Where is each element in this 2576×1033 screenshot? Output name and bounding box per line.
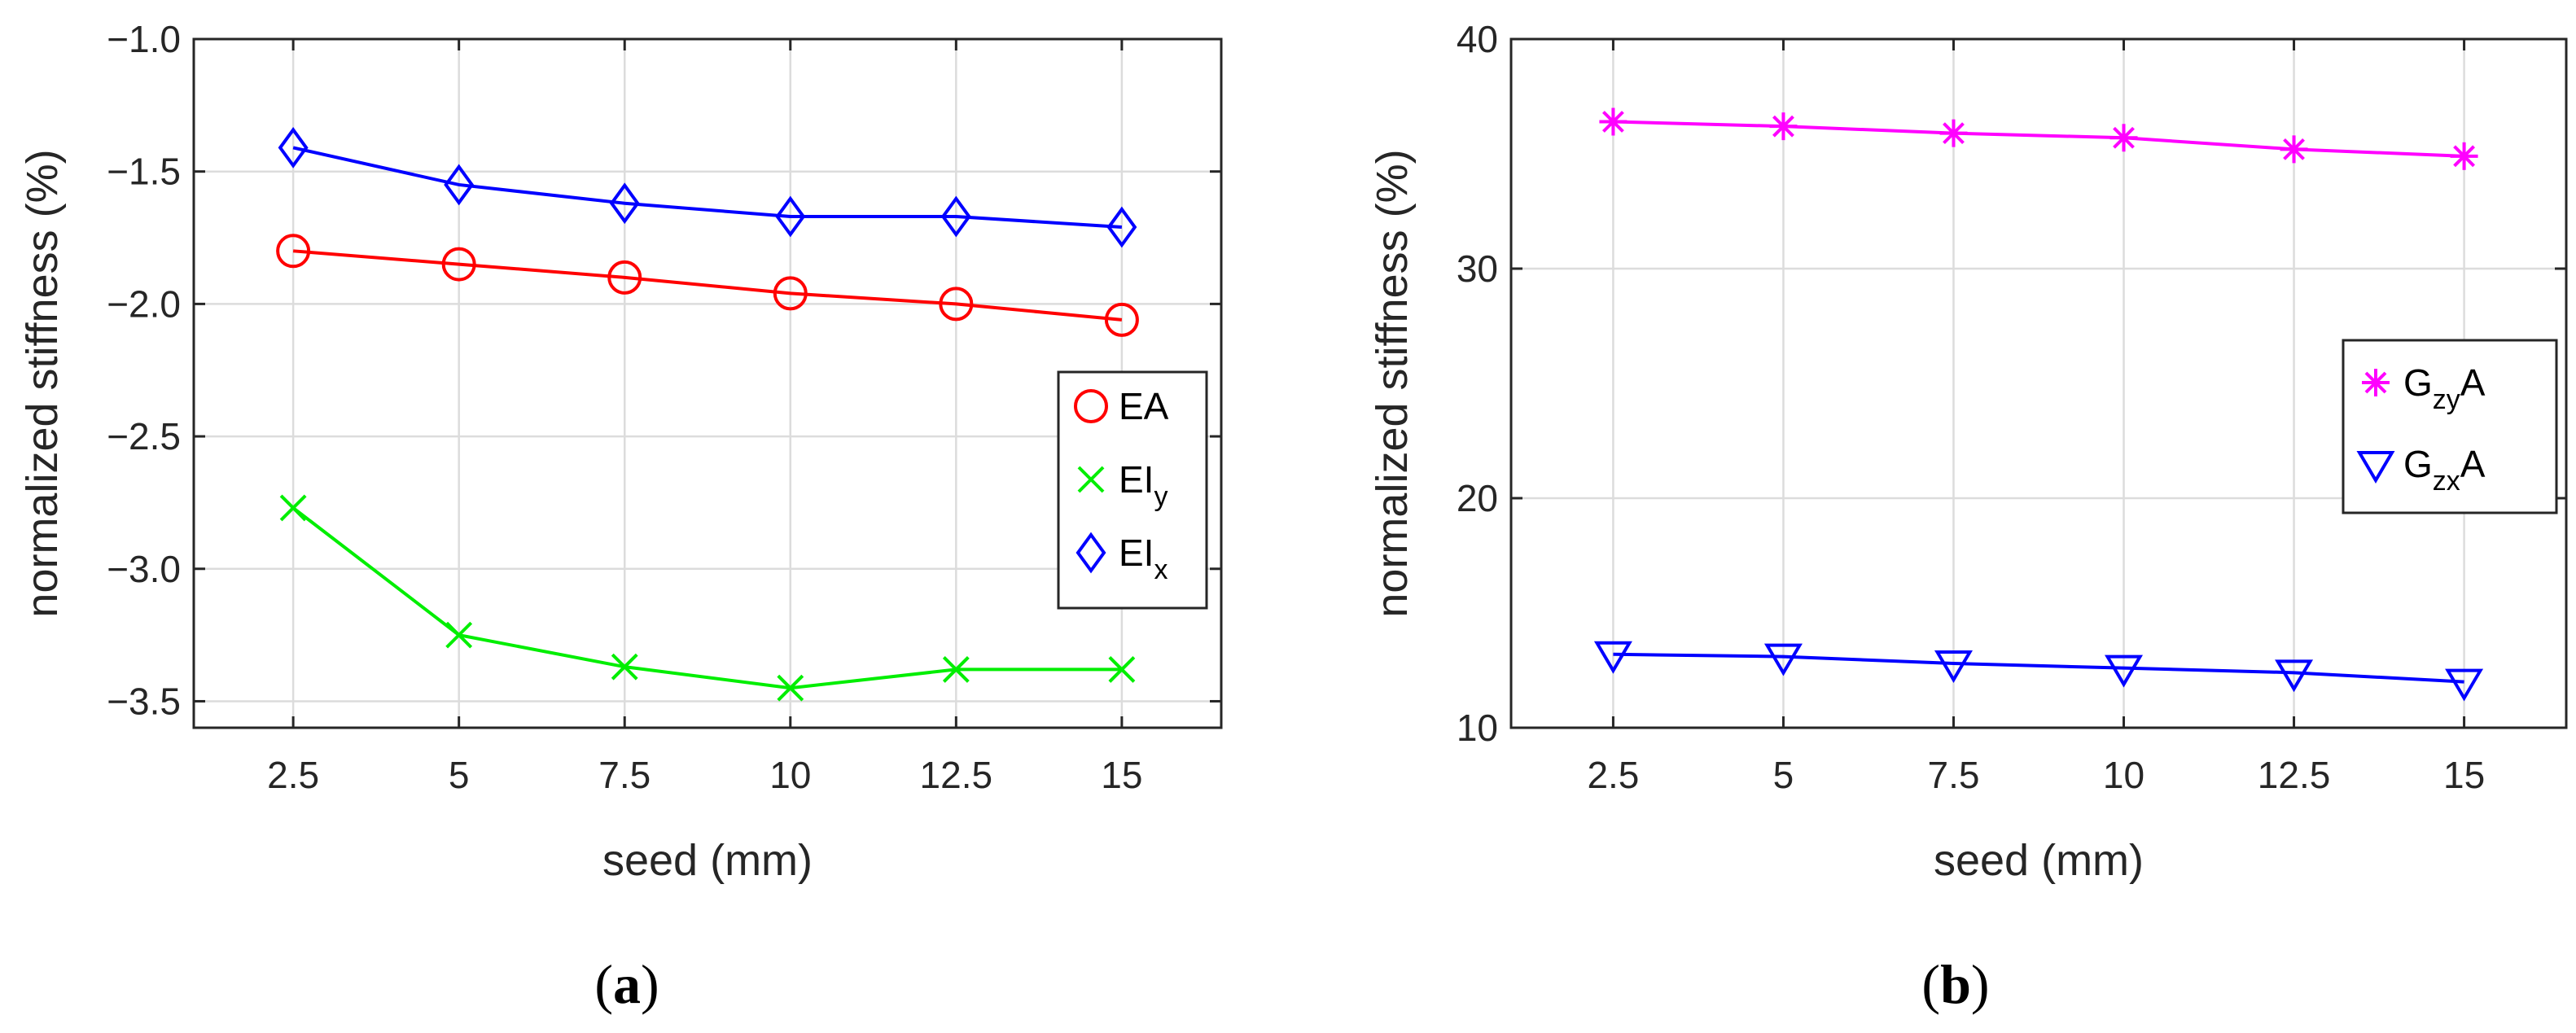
data-point [607,260,642,295]
legend-marker [2362,369,2390,396]
legend: EA EIy EIx [1057,370,1208,610]
y-axis-label: normalized stiffness (%) [18,149,67,617]
legend-marker [2356,451,2395,484]
legend: GzyA GzxA [2342,339,2558,514]
data-point [278,127,309,169]
x-tick-label: 10 [2103,754,2144,796]
data-point [2445,668,2484,702]
data-point [2275,659,2314,693]
legend-label: GzyA [2403,361,2486,415]
data-point [609,182,640,225]
data-point [1763,643,1803,676]
y-tick-label: −2.0 [107,282,181,325]
data-point [1769,112,1798,141]
y-tick-label: 10 [1457,707,1498,749]
data-point [2450,142,2478,170]
series-line [292,249,1123,322]
data-point [1939,119,1968,147]
data-point [2280,135,2308,164]
legend-marker [1076,532,1106,574]
x-axis-label: seed (mm) [602,836,813,885]
series-EIy [279,494,1136,702]
legend-marker [1074,389,1108,423]
series-line [1613,120,2464,158]
legend-marker [1077,466,1105,493]
x-tick-label: 15 [2443,754,2485,796]
legend-box [2342,339,2558,514]
data-point [1599,107,1628,136]
y-axis-label: normalized stiffness (%) [1368,149,1417,617]
series-line [292,146,1122,230]
data-point [444,164,475,206]
series-line [1613,652,2464,684]
data-point [940,195,971,238]
y-tick-label: −3.0 [107,548,181,590]
legend-box [1057,370,1208,610]
axes-box [1509,37,2568,729]
legend-label: EIx [1119,532,1168,585]
y-tick-label: 20 [1457,477,1498,519]
data-point [611,653,638,681]
data-point [1593,641,1632,674]
legend-label: EIy [1119,458,1168,512]
data-point [1106,206,1137,248]
chart-a: 2.5 5 7.5 10 12.5 15 −1.0 −1.5 −2.0 −2.5 −3.0 −3.5 s… [18,18,1223,1015]
y-tick-label: 40 [1457,18,1498,60]
legend-label: GzxA [2403,443,2486,497]
data-point [445,621,473,649]
x-tick-label: 7.5 [1928,754,1980,796]
data-point [775,195,806,238]
y-tick-label: −1.0 [107,18,181,60]
panel-caption: (a) [594,953,659,1015]
y-tick-label: −1.5 [107,151,181,193]
x-tick-label: 2.5 [1587,754,1639,796]
data-point [942,656,970,683]
plot-area [194,39,1221,728]
x-tick-label: 5 [1773,754,1794,796]
data-point [1934,650,1973,683]
series-EIx [278,127,1137,248]
data-point [939,287,974,322]
x-tick-label: 15 [1101,754,1142,796]
data-point [2109,124,2138,152]
y-tick-label: 30 [1457,247,1498,290]
legend-label: EA [1119,385,1169,427]
x-tick-label: 7.5 [598,754,651,796]
series-line [291,506,1122,690]
grid [194,37,1221,728]
data-point [1108,656,1136,683]
x-tick-label: 2.5 [267,754,319,796]
y-tick-label: −3.5 [107,680,181,722]
axes-box [192,37,1223,729]
data-point [2105,654,2144,688]
x-tick-label: 5 [449,754,470,796]
y-tick-label: −2.5 [107,415,181,457]
x-tick-label: 10 [769,754,811,796]
series-EA [276,234,1139,337]
data-point [279,494,307,522]
x-tick-label: 12.5 [920,754,993,796]
data-point [777,674,804,702]
data-point [1104,302,1139,337]
chart-b: 2.5 5 7.5 10 12.5 15 40 30 20 10 seed (mm) normaliz… [1368,18,2568,1015]
x-tick-label: 12.5 [2258,754,2331,796]
series-GzxA [1593,641,2484,702]
x-axis-label: seed (mm) [1934,836,2144,885]
data-point [441,247,476,282]
series-GzyA [1599,107,2478,170]
data-point [773,276,808,311]
panel-caption: (b) [1921,953,1989,1015]
data-point [276,234,311,269]
